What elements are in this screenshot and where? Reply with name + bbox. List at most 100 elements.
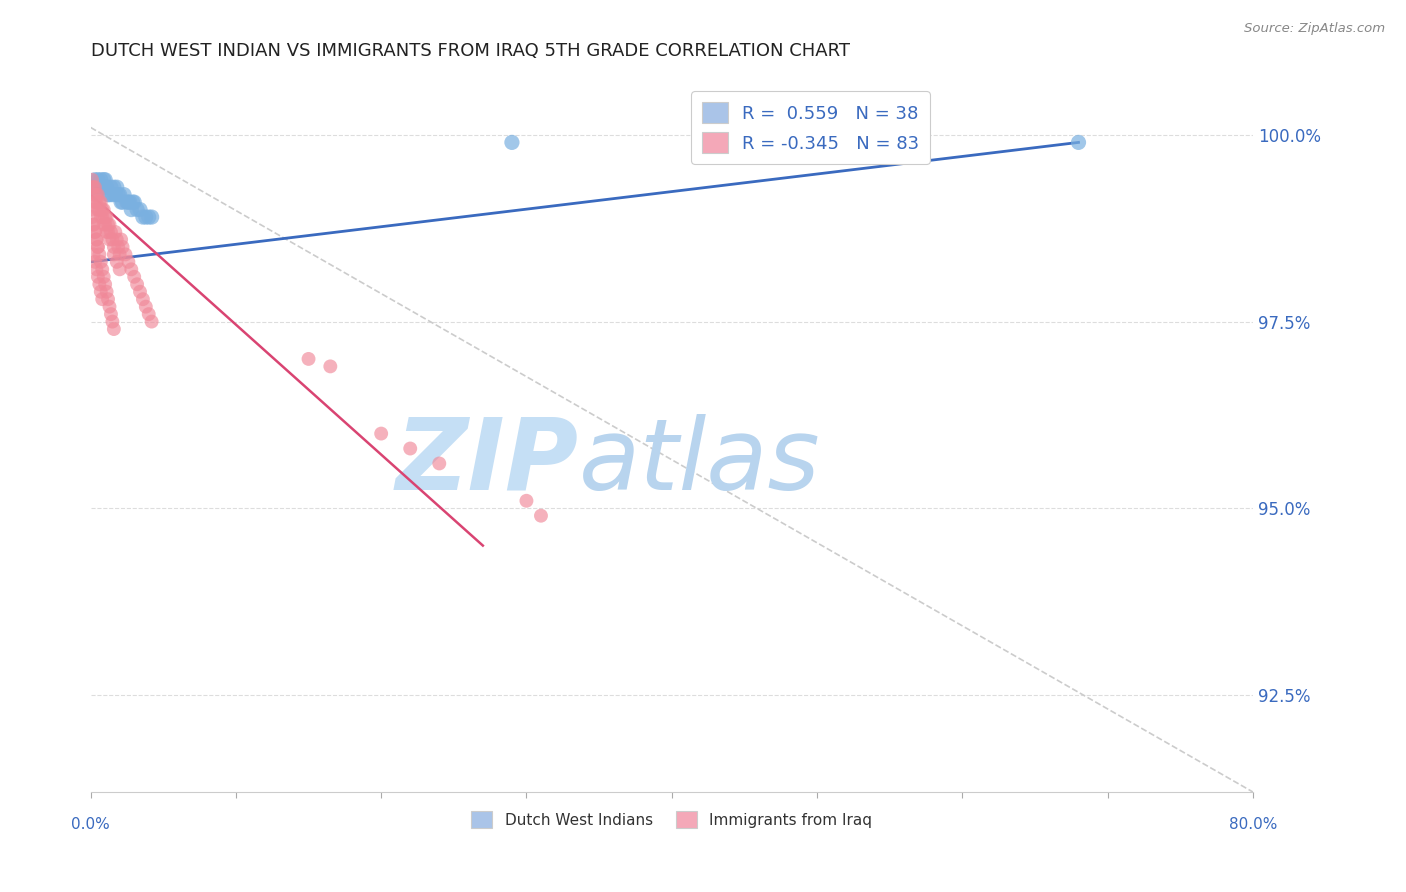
Point <box>89 277 111 292</box>
Point <box>90 285 112 299</box>
Point <box>83 187 105 202</box>
Point <box>86 232 108 246</box>
Point <box>127 202 149 217</box>
Point <box>141 210 163 224</box>
Point <box>83 180 105 194</box>
Point <box>399 442 422 456</box>
Point <box>100 180 122 194</box>
Point <box>515 493 537 508</box>
Point <box>80 210 103 224</box>
Point <box>121 195 143 210</box>
Point <box>94 218 117 232</box>
Point <box>103 180 125 194</box>
Point <box>91 202 114 217</box>
Point <box>122 269 145 284</box>
Point <box>110 232 132 246</box>
Point <box>297 351 319 366</box>
Point <box>84 225 107 239</box>
Point <box>111 240 134 254</box>
Point <box>100 225 122 239</box>
Point <box>135 300 157 314</box>
Point <box>101 315 124 329</box>
Point <box>83 218 105 232</box>
Point <box>120 202 142 217</box>
Point <box>427 457 450 471</box>
Point <box>530 508 553 523</box>
Point <box>108 187 131 202</box>
Point <box>127 277 149 292</box>
Point <box>132 292 155 306</box>
Point <box>97 292 120 306</box>
Point <box>120 262 142 277</box>
Point <box>89 195 111 210</box>
Point <box>108 262 131 277</box>
Point <box>501 136 523 150</box>
Point <box>87 187 110 202</box>
Point <box>80 202 103 217</box>
Point <box>105 180 128 194</box>
Point <box>112 187 135 202</box>
Point <box>117 195 139 210</box>
Point <box>100 307 122 321</box>
Point <box>91 262 114 277</box>
Point <box>91 292 114 306</box>
Point <box>122 195 145 210</box>
Point <box>84 195 107 210</box>
Point <box>83 180 105 194</box>
Point <box>94 172 117 186</box>
Point <box>135 210 157 224</box>
Point <box>115 195 138 210</box>
Legend: Dutch West Indians, Immigrants from Iraq: Dutch West Indians, Immigrants from Iraq <box>465 805 879 835</box>
Point <box>105 232 128 246</box>
Point <box>118 195 141 210</box>
Point <box>370 426 392 441</box>
Point <box>110 195 132 210</box>
Point <box>97 218 120 232</box>
Point <box>141 315 163 329</box>
Point <box>132 210 155 224</box>
Text: atlas: atlas <box>579 414 820 511</box>
Point <box>114 247 136 261</box>
Point <box>117 255 139 269</box>
Point <box>80 172 103 186</box>
Point <box>90 210 112 224</box>
Point <box>98 218 121 232</box>
Text: 0.0%: 0.0% <box>72 817 110 832</box>
Point <box>89 202 111 217</box>
Point <box>107 187 129 202</box>
Point <box>89 247 111 261</box>
Point <box>84 225 107 239</box>
Point <box>80 180 103 194</box>
Point <box>105 255 128 269</box>
Point <box>96 285 118 299</box>
Point <box>94 210 117 224</box>
Point <box>86 232 108 246</box>
Point <box>87 240 110 254</box>
Point <box>129 202 152 217</box>
Point <box>101 187 124 202</box>
Point <box>84 172 107 186</box>
Point <box>86 180 108 194</box>
Point <box>103 247 125 261</box>
Point <box>138 210 160 224</box>
Point <box>87 202 110 217</box>
Point <box>90 255 112 269</box>
Point <box>96 210 118 224</box>
Point <box>101 232 124 246</box>
Point <box>98 300 121 314</box>
Point <box>111 195 134 210</box>
Point <box>80 180 103 194</box>
Point <box>98 187 121 202</box>
Point <box>129 285 152 299</box>
Point <box>90 195 112 210</box>
Point <box>83 218 105 232</box>
Point <box>93 269 115 284</box>
Point <box>86 262 108 277</box>
Point <box>93 218 115 232</box>
Text: DUTCH WEST INDIAN VS IMMIGRANTS FROM IRAQ 5TH GRADE CORRELATION CHART: DUTCH WEST INDIAN VS IMMIGRANTS FROM IRA… <box>90 42 849 60</box>
Point <box>104 225 127 239</box>
Point <box>96 180 118 194</box>
Point <box>103 240 125 254</box>
Point <box>97 225 120 239</box>
Point <box>97 187 120 202</box>
